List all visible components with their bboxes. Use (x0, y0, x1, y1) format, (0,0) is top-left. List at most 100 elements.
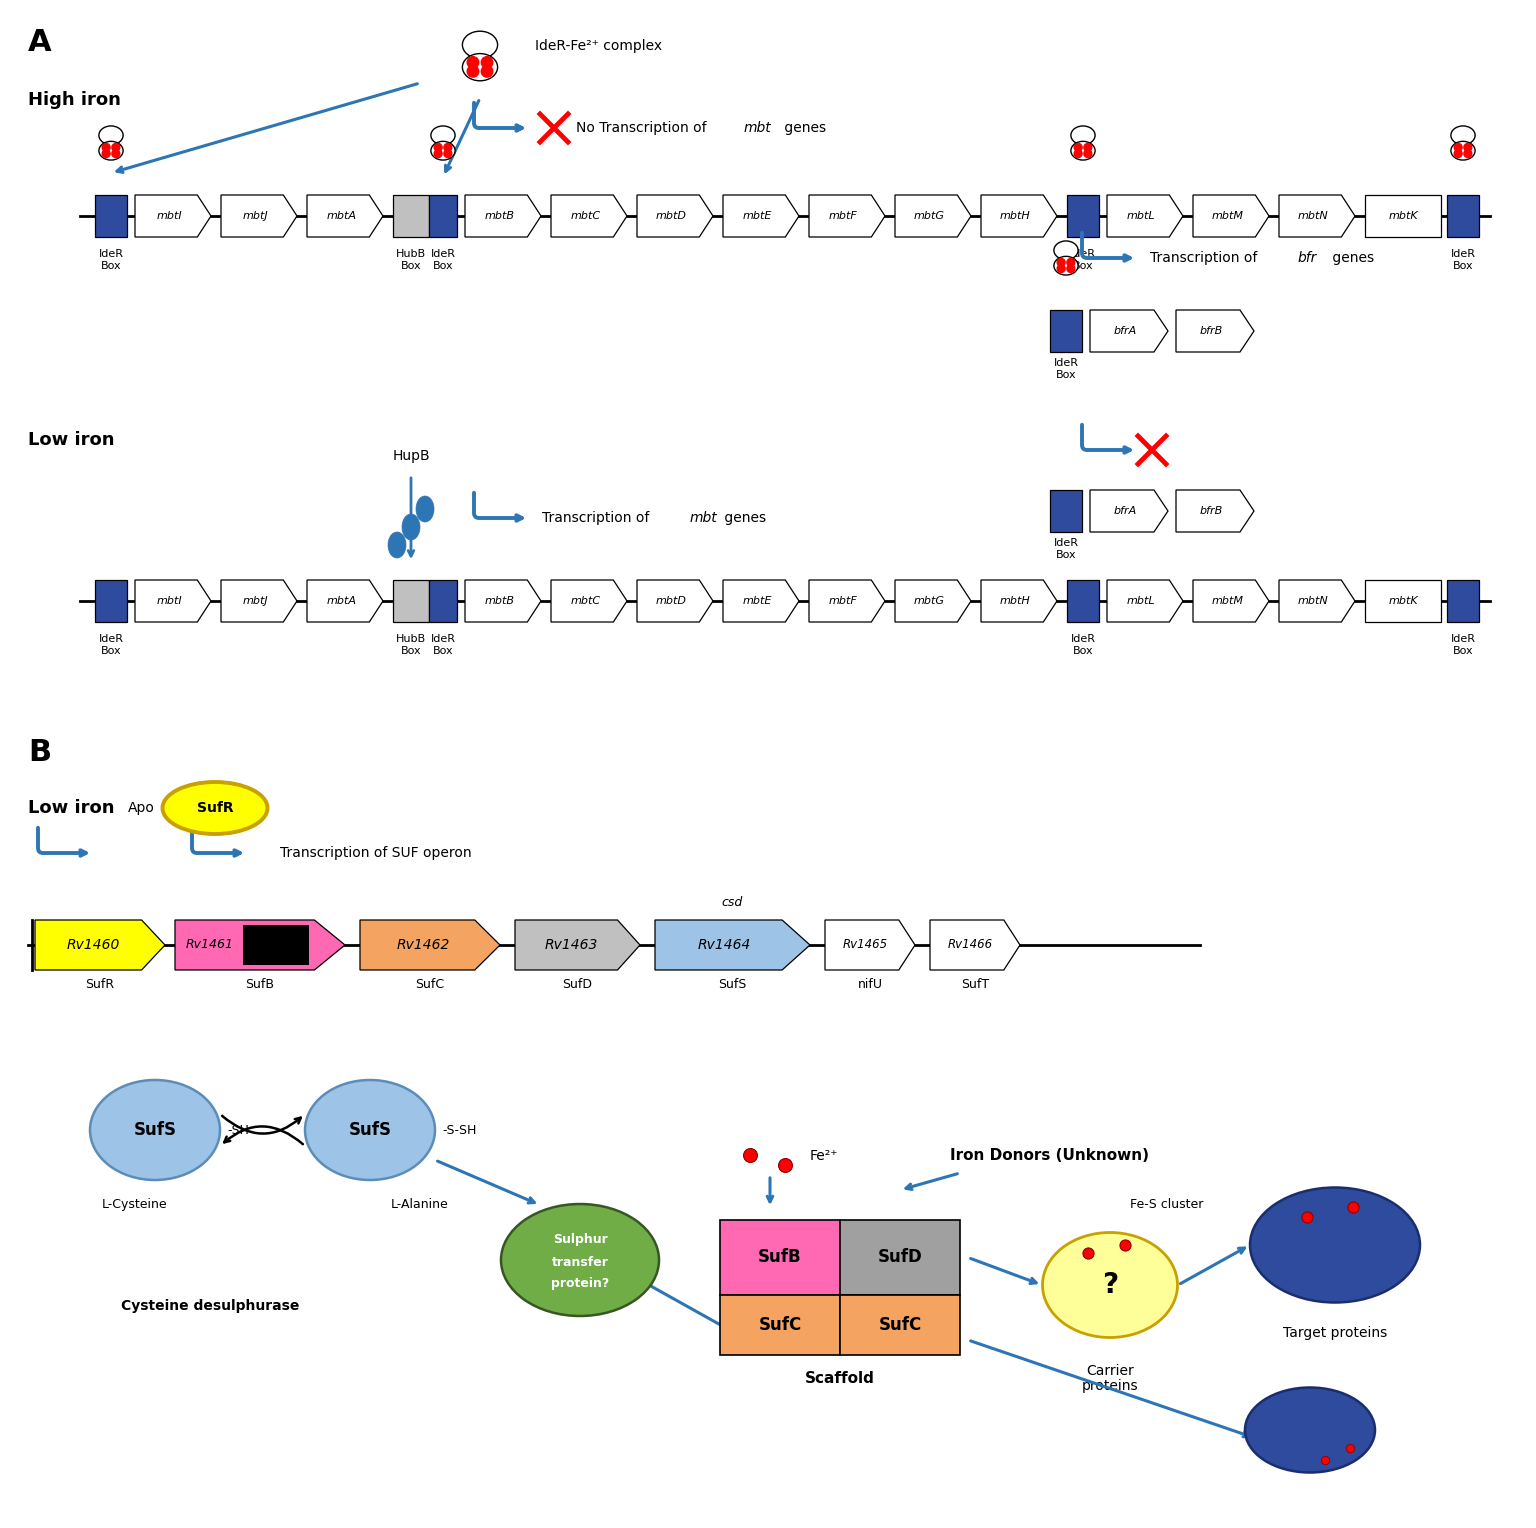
Ellipse shape (402, 513, 419, 539)
Circle shape (1057, 264, 1064, 272)
Text: SufB: SufB (246, 978, 275, 992)
Text: mbtC: mbtC (570, 211, 601, 222)
Text: IdeR: IdeR (1054, 538, 1078, 549)
Circle shape (1084, 150, 1092, 157)
Polygon shape (221, 581, 296, 622)
Polygon shape (1193, 196, 1269, 237)
Ellipse shape (91, 1080, 220, 1180)
Bar (1051, 310, 1081, 351)
Text: Transcription of: Transcription of (542, 510, 654, 526)
Text: SufC: SufC (759, 1316, 802, 1334)
Text: Low iron: Low iron (28, 431, 115, 449)
Text: -S-SH: -S-SH (442, 1123, 476, 1137)
Bar (720, 1296, 840, 1355)
Circle shape (1464, 150, 1471, 157)
Text: Apo: Apo (127, 801, 155, 814)
Ellipse shape (98, 125, 123, 145)
Text: bfrB: bfrB (1200, 325, 1223, 336)
Bar (95, 196, 127, 237)
Text: L-Cysteine: L-Cysteine (103, 1198, 167, 1212)
Ellipse shape (1071, 125, 1095, 145)
Text: SufS: SufS (134, 1122, 177, 1138)
Text: Box: Box (401, 646, 421, 656)
Bar (1447, 196, 1479, 237)
Text: Box: Box (1055, 550, 1077, 559)
Text: mbtK: mbtK (1389, 596, 1418, 607)
Ellipse shape (1250, 1187, 1419, 1302)
Ellipse shape (1452, 142, 1475, 160)
Text: SufR: SufR (197, 801, 233, 814)
Circle shape (444, 150, 452, 157)
Text: mbtH: mbtH (1000, 596, 1031, 607)
Text: bfrA: bfrA (1114, 325, 1137, 336)
Circle shape (435, 150, 442, 157)
Text: mbtK: mbtK (1389, 211, 1418, 222)
Circle shape (1057, 258, 1064, 266)
Text: IdeR: IdeR (430, 249, 456, 260)
Text: genes: genes (720, 510, 766, 526)
Circle shape (103, 144, 111, 151)
Text: B: B (28, 738, 51, 767)
Text: A: A (28, 28, 52, 57)
Bar (393, 581, 429, 622)
Ellipse shape (306, 1080, 435, 1180)
Bar (840, 1296, 960, 1355)
Circle shape (112, 150, 120, 157)
Ellipse shape (98, 142, 123, 160)
Circle shape (103, 150, 111, 157)
Polygon shape (982, 581, 1057, 622)
Polygon shape (307, 581, 382, 622)
Text: mbtI: mbtI (157, 211, 181, 222)
Text: HupB: HupB (392, 449, 430, 463)
Text: mbtB: mbtB (484, 596, 515, 607)
Bar (1068, 581, 1098, 622)
Polygon shape (1091, 490, 1167, 532)
Text: SufD: SufD (877, 1248, 923, 1267)
Text: High iron: High iron (28, 92, 121, 108)
Text: mbtM: mbtM (1212, 211, 1243, 222)
Circle shape (1455, 144, 1462, 151)
Polygon shape (895, 581, 971, 622)
Text: IdeR: IdeR (1450, 249, 1476, 260)
Text: IdeR: IdeR (430, 634, 456, 643)
Text: Transcription of: Transcription of (1150, 251, 1261, 264)
Text: Rv1464: Rv1464 (697, 938, 751, 952)
Polygon shape (1193, 581, 1269, 622)
Text: Rv1462: Rv1462 (396, 938, 450, 952)
Ellipse shape (1054, 241, 1078, 260)
Ellipse shape (1043, 1233, 1178, 1337)
Polygon shape (895, 196, 971, 237)
Text: Box: Box (401, 261, 421, 270)
Polygon shape (982, 196, 1057, 237)
Bar (1366, 196, 1441, 237)
Ellipse shape (1054, 257, 1078, 275)
Text: Box: Box (1072, 646, 1094, 656)
Text: mbtA: mbtA (326, 596, 356, 607)
Text: Box: Box (1072, 261, 1094, 270)
Text: Target proteins: Target proteins (1283, 1326, 1387, 1340)
Text: Rv1465: Rv1465 (843, 938, 888, 952)
Text: mbtF: mbtF (829, 211, 857, 222)
Polygon shape (1107, 196, 1183, 237)
Text: -SH: -SH (227, 1123, 249, 1137)
Text: mbtD: mbtD (656, 211, 687, 222)
Ellipse shape (416, 497, 435, 523)
Text: Rv1460: Rv1460 (66, 938, 120, 952)
Text: mbtI: mbtI (157, 596, 181, 607)
Text: IdeR: IdeR (1071, 634, 1095, 643)
Text: Box: Box (101, 261, 121, 270)
Polygon shape (175, 920, 346, 970)
Text: Cysteine desulphurase: Cysteine desulphurase (121, 1299, 300, 1313)
Text: mbtJ: mbtJ (243, 211, 267, 222)
Text: HubB: HubB (396, 634, 425, 643)
Polygon shape (551, 581, 627, 622)
Bar (243, 924, 309, 966)
Text: mbtF: mbtF (829, 596, 857, 607)
Bar (1068, 196, 1098, 237)
Polygon shape (1279, 196, 1355, 237)
Polygon shape (1177, 310, 1253, 351)
Text: Box: Box (1055, 370, 1077, 380)
Text: mbtG: mbtG (914, 596, 945, 607)
Text: mbtG: mbtG (914, 211, 945, 222)
Ellipse shape (1071, 142, 1095, 160)
